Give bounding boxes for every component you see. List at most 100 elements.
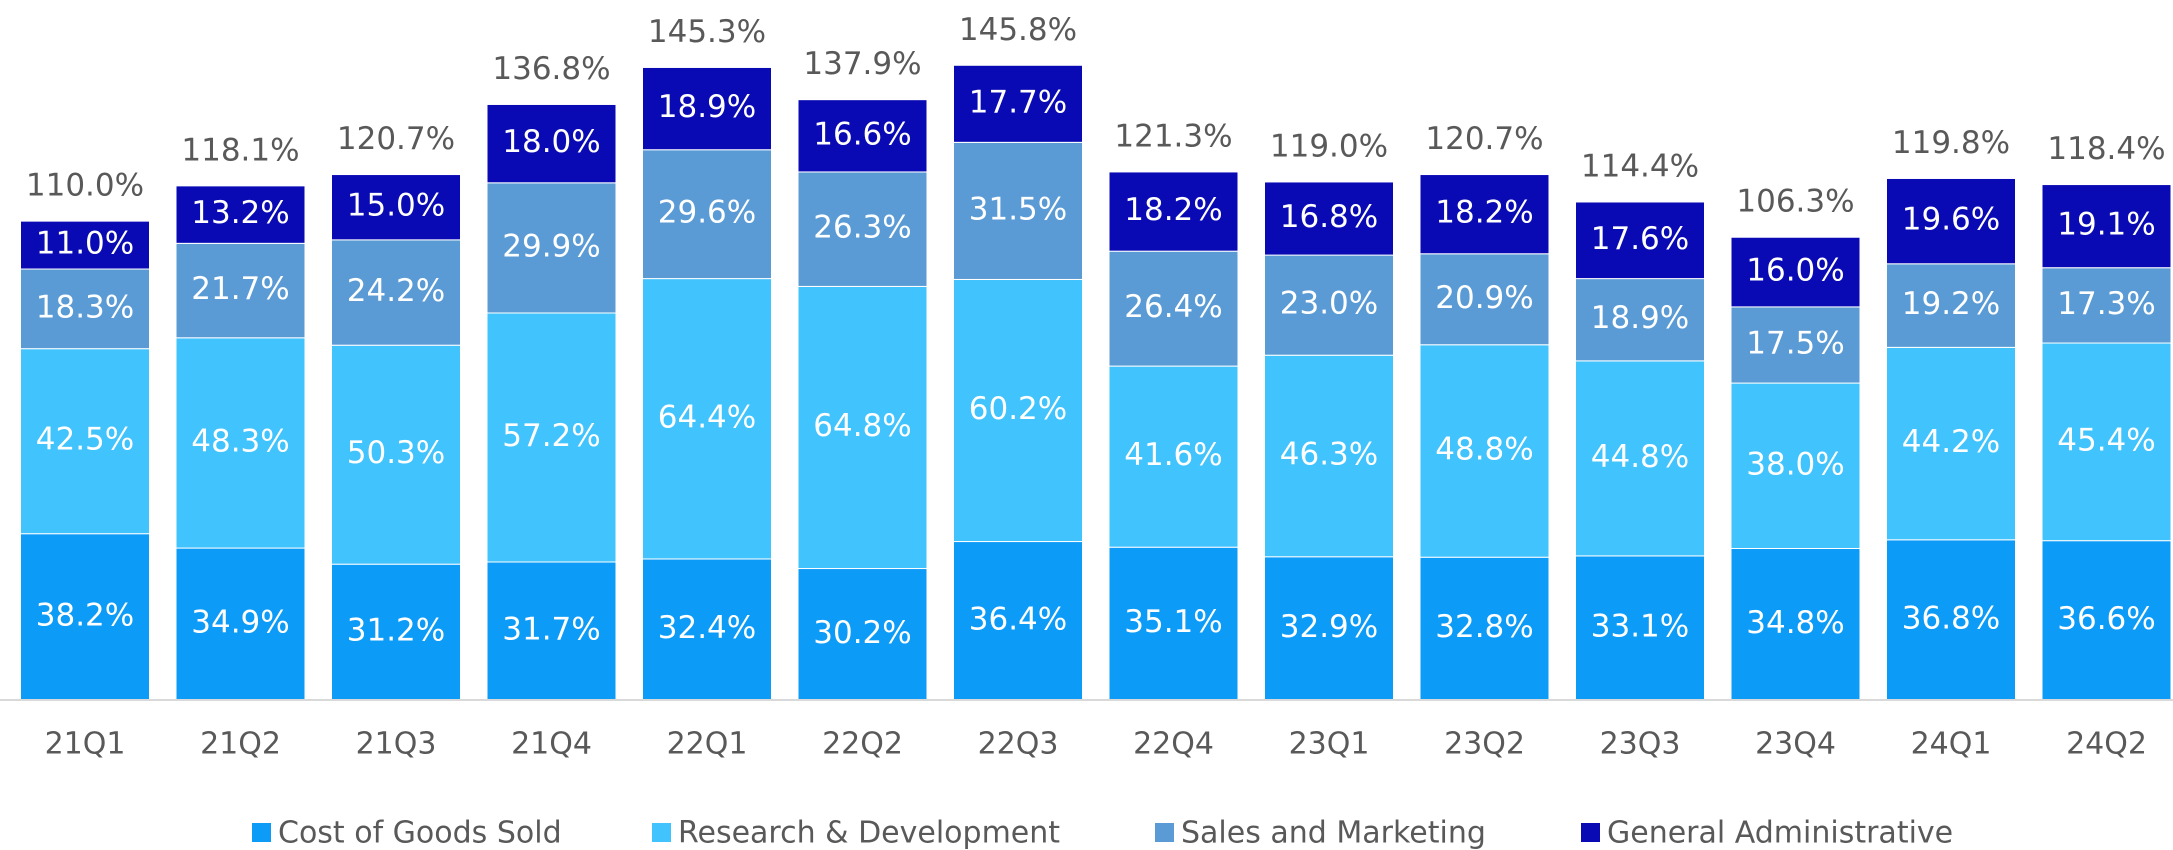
data-label: 24.2% (347, 273, 445, 309)
bar-segment (642, 149, 772, 280)
bar-segment (1419, 174, 1550, 255)
total-label: 119.0% (1270, 128, 1388, 164)
total-label: 118.4% (2047, 131, 2165, 167)
bar-segment (20, 348, 150, 535)
total-label: 110.0% (26, 168, 144, 204)
data-label: 45.4% (2057, 422, 2155, 458)
bar-segment (1886, 539, 2016, 701)
bar-segment (1264, 556, 1394, 701)
bar-segment (175, 242, 306, 339)
bar-segment (1108, 365, 1239, 548)
total-label: 145.8% (959, 12, 1077, 48)
data-label: 15.0% (347, 188, 445, 224)
x-tick-label: 22Q4 (1133, 727, 1214, 762)
data-label: 18.2% (1124, 192, 1222, 228)
legend-label: Research & Development (678, 816, 1060, 850)
bar-segment (486, 103, 617, 184)
bar-segment (1886, 346, 2016, 541)
data-label: 41.6% (1124, 437, 1222, 473)
data-label: 18.9% (658, 89, 756, 125)
total-label: 120.7% (1425, 121, 1543, 157)
x-tick-label: 24Q1 (1911, 727, 1992, 762)
x-tick-label: 21Q4 (511, 727, 592, 762)
x-tick-label: 23Q2 (1444, 727, 1525, 762)
data-label: 29.9% (502, 228, 600, 264)
data-label: 19.1% (2057, 207, 2155, 243)
bar-segment (2041, 267, 2172, 344)
bar-segment (486, 561, 617, 701)
bar-segment (1730, 236, 1861, 308)
data-label: 32.4% (658, 610, 756, 646)
bar-segment (797, 171, 928, 287)
bar-segment (1419, 344, 1550, 558)
data-label: 57.2% (502, 418, 600, 454)
bar-segment (20, 220, 150, 270)
bar-segment (331, 344, 461, 565)
data-label: 35.1% (1124, 604, 1222, 640)
data-label: 32.9% (1280, 609, 1378, 645)
data-label: 34.9% (191, 605, 289, 641)
data-label: 19.6% (1902, 202, 2000, 238)
bar-segment (1730, 382, 1861, 550)
x-tick-label: 22Q3 (978, 727, 1059, 762)
data-label: 13.2% (191, 195, 289, 231)
bar-segment (1108, 546, 1239, 701)
data-label: 31.2% (347, 613, 445, 649)
total-label: 136.8% (492, 51, 610, 87)
x-tick-label: 23Q4 (1755, 727, 1836, 762)
x-tick-label: 22Q2 (822, 727, 903, 762)
bar-segment (175, 337, 306, 549)
data-label: 31.5% (969, 191, 1067, 227)
legend-swatch (1155, 823, 1174, 842)
bar-segment (797, 99, 928, 173)
bar-segment (1730, 306, 1861, 384)
data-label: 30.2% (813, 615, 911, 651)
data-label: 48.8% (1435, 431, 1533, 467)
x-tick-label: 23Q1 (1289, 727, 1370, 762)
data-label: 26.4% (1124, 289, 1222, 325)
data-label: 31.7% (502, 611, 600, 647)
data-label: 21.7% (191, 271, 289, 307)
total-label: 106.3% (1736, 184, 1854, 220)
data-label: 17.6% (1591, 221, 1689, 257)
data-label: 34.8% (1746, 605, 1844, 641)
total-label: 118.1% (181, 132, 299, 168)
bar-segment (20, 533, 150, 701)
x-tick-label: 21Q3 (356, 727, 437, 762)
bar-segment (1575, 360, 1705, 557)
legend-label: Sales and Marketing (1181, 816, 1486, 850)
data-label: 16.6% (813, 116, 911, 152)
bar-segment (1575, 201, 1705, 280)
data-label: 42.5% (36, 422, 134, 458)
bar-segment (1108, 171, 1239, 252)
bar-segment (642, 278, 772, 560)
bar-segment (1264, 254, 1394, 356)
bar-segment (175, 185, 306, 244)
data-label: 18.2% (1435, 195, 1533, 231)
data-label: 36.8% (1902, 600, 2000, 636)
data-label: 18.3% (36, 289, 134, 325)
bar-segment (1730, 548, 1861, 701)
data-label: 32.8% (1435, 609, 1533, 645)
data-label: 16.8% (1280, 199, 1378, 235)
total-label: 145.3% (648, 14, 766, 50)
bar-segment (642, 66, 772, 151)
data-label: 64.8% (813, 408, 911, 444)
bar-segment (2041, 342, 2172, 542)
bar-segment (2041, 184, 2172, 269)
data-label: 29.6% (658, 195, 756, 231)
legend-swatch (652, 823, 671, 842)
bar-segment (175, 547, 306, 701)
data-label: 38.0% (1746, 446, 1844, 482)
bar-segment (953, 141, 1083, 280)
bar-segment (1264, 354, 1394, 558)
data-label: 36.4% (969, 601, 1067, 637)
legend-swatch (1581, 823, 1600, 842)
data-label: 33.1% (1591, 608, 1689, 644)
data-label: 17.3% (2057, 286, 2155, 322)
legend-swatch (252, 823, 271, 842)
total-label: 119.8% (1892, 125, 2010, 161)
bar-segment (331, 239, 461, 346)
total-label: 121.3% (1114, 118, 1232, 154)
